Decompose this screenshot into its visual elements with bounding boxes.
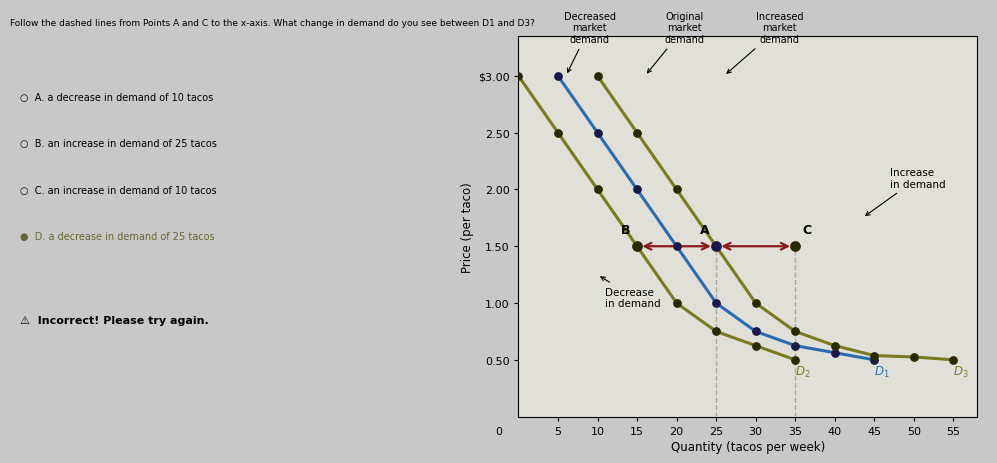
Text: Increased
market
demand: Increased market demand (727, 12, 804, 74)
Point (708, 243, 724, 250)
Point (589, 186, 605, 194)
Point (589, 130, 605, 137)
Point (708, 243, 724, 250)
Text: C: C (803, 223, 812, 236)
Point (866, 357, 882, 364)
Point (629, 130, 645, 137)
Point (945, 357, 961, 364)
Point (669, 300, 685, 307)
Text: Decreased
market
demand: Decreased market demand (563, 12, 615, 73)
Point (788, 243, 804, 250)
Point (788, 342, 804, 350)
Point (629, 186, 645, 194)
Point (866, 352, 882, 359)
Text: $D_1$: $D_1$ (874, 364, 890, 380)
Text: Original
market
demand: Original market demand (647, 12, 705, 74)
Point (589, 73, 605, 81)
Text: A: A (700, 223, 709, 236)
Text: ●  D. a decrease in demand of 25 tacos: ● D. a decrease in demand of 25 tacos (20, 232, 214, 242)
Text: B: B (620, 223, 630, 236)
Text: ○  B. an increase in demand of 25 tacos: ○ B. an increase in demand of 25 tacos (20, 139, 216, 149)
Point (748, 342, 764, 350)
Point (708, 300, 724, 307)
Point (550, 130, 566, 137)
Point (748, 300, 764, 307)
Point (827, 342, 842, 350)
Point (708, 328, 724, 335)
Point (748, 328, 764, 335)
Point (629, 243, 645, 250)
Point (788, 357, 804, 364)
Point (669, 186, 685, 194)
Text: $D_3$: $D_3$ (953, 364, 969, 380)
Text: Decrease
in demand: Decrease in demand (601, 277, 661, 308)
Point (788, 328, 804, 335)
Text: $D_2$: $D_2$ (796, 364, 811, 380)
Text: ⚠  Incorrect! Please try again.: ⚠ Incorrect! Please try again. (20, 315, 208, 325)
Text: 0: 0 (496, 426, 502, 436)
Point (629, 243, 645, 250)
Text: ○  A. a decrease in demand of 10 tacos: ○ A. a decrease in demand of 10 tacos (20, 93, 213, 103)
Text: Increase
in demand: Increase in demand (865, 168, 946, 216)
Y-axis label: Price (per taco): Price (per taco) (461, 181, 474, 272)
Point (669, 243, 685, 250)
Point (510, 73, 526, 81)
Point (827, 349, 842, 357)
Text: ○  C. an increase in demand of 10 tacos: ○ C. an increase in demand of 10 tacos (20, 185, 216, 195)
X-axis label: Quantity (tacos per week): Quantity (tacos per week) (671, 440, 825, 453)
Point (906, 353, 922, 361)
Title: Market Demand Curves: Market Demand Curves (647, 0, 848, 1)
Text: Follow the dashed lines from Points A and C to the x-axis. What change in demand: Follow the dashed lines from Points A an… (10, 19, 534, 27)
Point (550, 73, 566, 81)
